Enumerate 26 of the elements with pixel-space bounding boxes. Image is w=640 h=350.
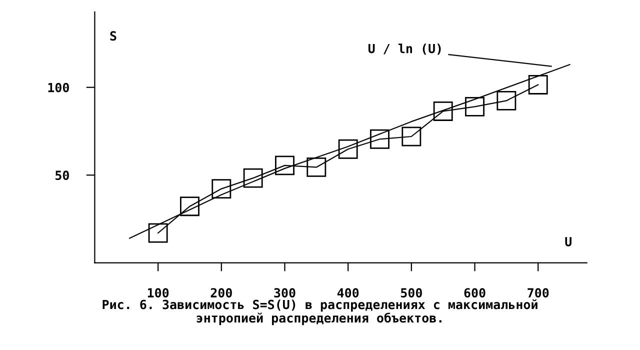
x-tick-label: 600 bbox=[464, 288, 486, 298]
point bbox=[465, 96, 484, 116]
point bbox=[212, 179, 232, 199]
point bbox=[370, 129, 390, 149]
point bbox=[433, 102, 453, 121]
x-tick-label: 300 bbox=[274, 288, 296, 298]
x-tick-label: 200 bbox=[210, 288, 232, 298]
x-tick-label: 100 bbox=[148, 288, 169, 298]
x-tick-label: 700 bbox=[528, 288, 549, 298]
point bbox=[243, 168, 263, 188]
x-axis-title: U bbox=[565, 237, 572, 246]
text: Рис. 6. Зависимость S=S(U) в распределениях с максимальной энтропией распределения объектов. bbox=[102, 299, 538, 326]
point bbox=[402, 126, 422, 146]
line-series bbox=[129, 64, 570, 239]
y-tick-label: 50 bbox=[56, 170, 69, 180]
point bbox=[148, 223, 168, 243]
annotation: U / ln (U) bbox=[368, 44, 441, 55]
x-tick-label: 500 bbox=[401, 288, 422, 298]
y-axis-title: S bbox=[110, 31, 116, 41]
point bbox=[180, 196, 200, 216]
point bbox=[528, 75, 548, 94]
point bbox=[275, 156, 294, 176]
point bbox=[496, 90, 516, 110]
point bbox=[338, 139, 358, 159]
point bbox=[306, 157, 326, 177]
x-tick-label: 400 bbox=[337, 288, 359, 298]
